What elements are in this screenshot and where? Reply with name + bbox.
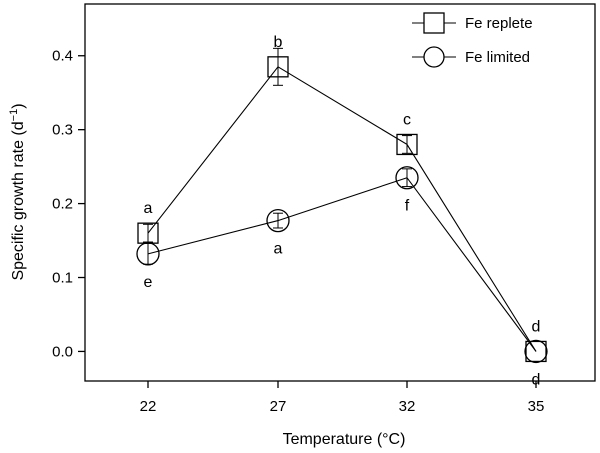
x-axis-title: Temperature (°C) <box>283 431 406 448</box>
legend-square-marker <box>423 12 445 34</box>
data-point-square <box>267 56 289 78</box>
significance-letter: d <box>532 371 541 388</box>
series-line <box>147 177 537 352</box>
y-tick-label: 0.3 <box>52 122 73 139</box>
significance-letter: a <box>144 200 153 217</box>
y-axis-title: Specific growth rate (d−1) <box>8 103 27 280</box>
significance-letter: c <box>403 111 411 128</box>
significance-letter: e <box>144 274 153 291</box>
x-tick-label: 27 <box>270 398 287 415</box>
legend-label: Fe limited <box>465 49 530 66</box>
data-point-square <box>396 133 418 156</box>
legend: Fe replete Fe limited <box>412 12 533 68</box>
legend-circle-marker <box>423 46 445 68</box>
series-line <box>147 66 537 352</box>
data-point-circle <box>136 242 160 266</box>
data-point-circle <box>266 208 290 233</box>
significance-letter: a <box>274 241 283 258</box>
x-tick-label: 32 <box>399 398 416 415</box>
y-axis-title-main: Specific growth rate (d <box>10 121 27 280</box>
y-tick-label: 0.1 <box>52 270 73 287</box>
y-axis-title-close: ) <box>10 103 27 108</box>
x-axis: 22 27 32 35 <box>140 381 545 415</box>
y-tick-label: 0.0 <box>52 343 73 360</box>
y-axis: 0.0 0.1 0.2 0.3 0.4 <box>52 48 85 360</box>
data-point-circle <box>395 166 419 190</box>
y-tick-label: 0.2 <box>52 196 73 213</box>
plot-frame <box>84 3 596 382</box>
x-tick-label: 35 <box>528 398 545 415</box>
significance-letter: f <box>405 198 410 215</box>
series-fe-limited: e a f d <box>136 166 548 388</box>
legend-label: Fe replete <box>465 15 533 32</box>
series-fe-replete: a b c d <box>137 34 547 363</box>
data-point-circle <box>524 339 548 364</box>
series-layer: a b c d e a f d <box>136 34 548 388</box>
significance-letter: d <box>532 318 541 335</box>
y-tick-label: 0.4 <box>52 48 73 65</box>
significance-letter: b <box>274 34 283 51</box>
legend-item: Fe replete <box>412 12 533 34</box>
legend-item: Fe limited <box>412 46 530 68</box>
y-axis-title-superscript: −1 <box>8 109 20 122</box>
x-tick-label: 22 <box>140 398 157 415</box>
data-point-square <box>525 340 547 363</box>
